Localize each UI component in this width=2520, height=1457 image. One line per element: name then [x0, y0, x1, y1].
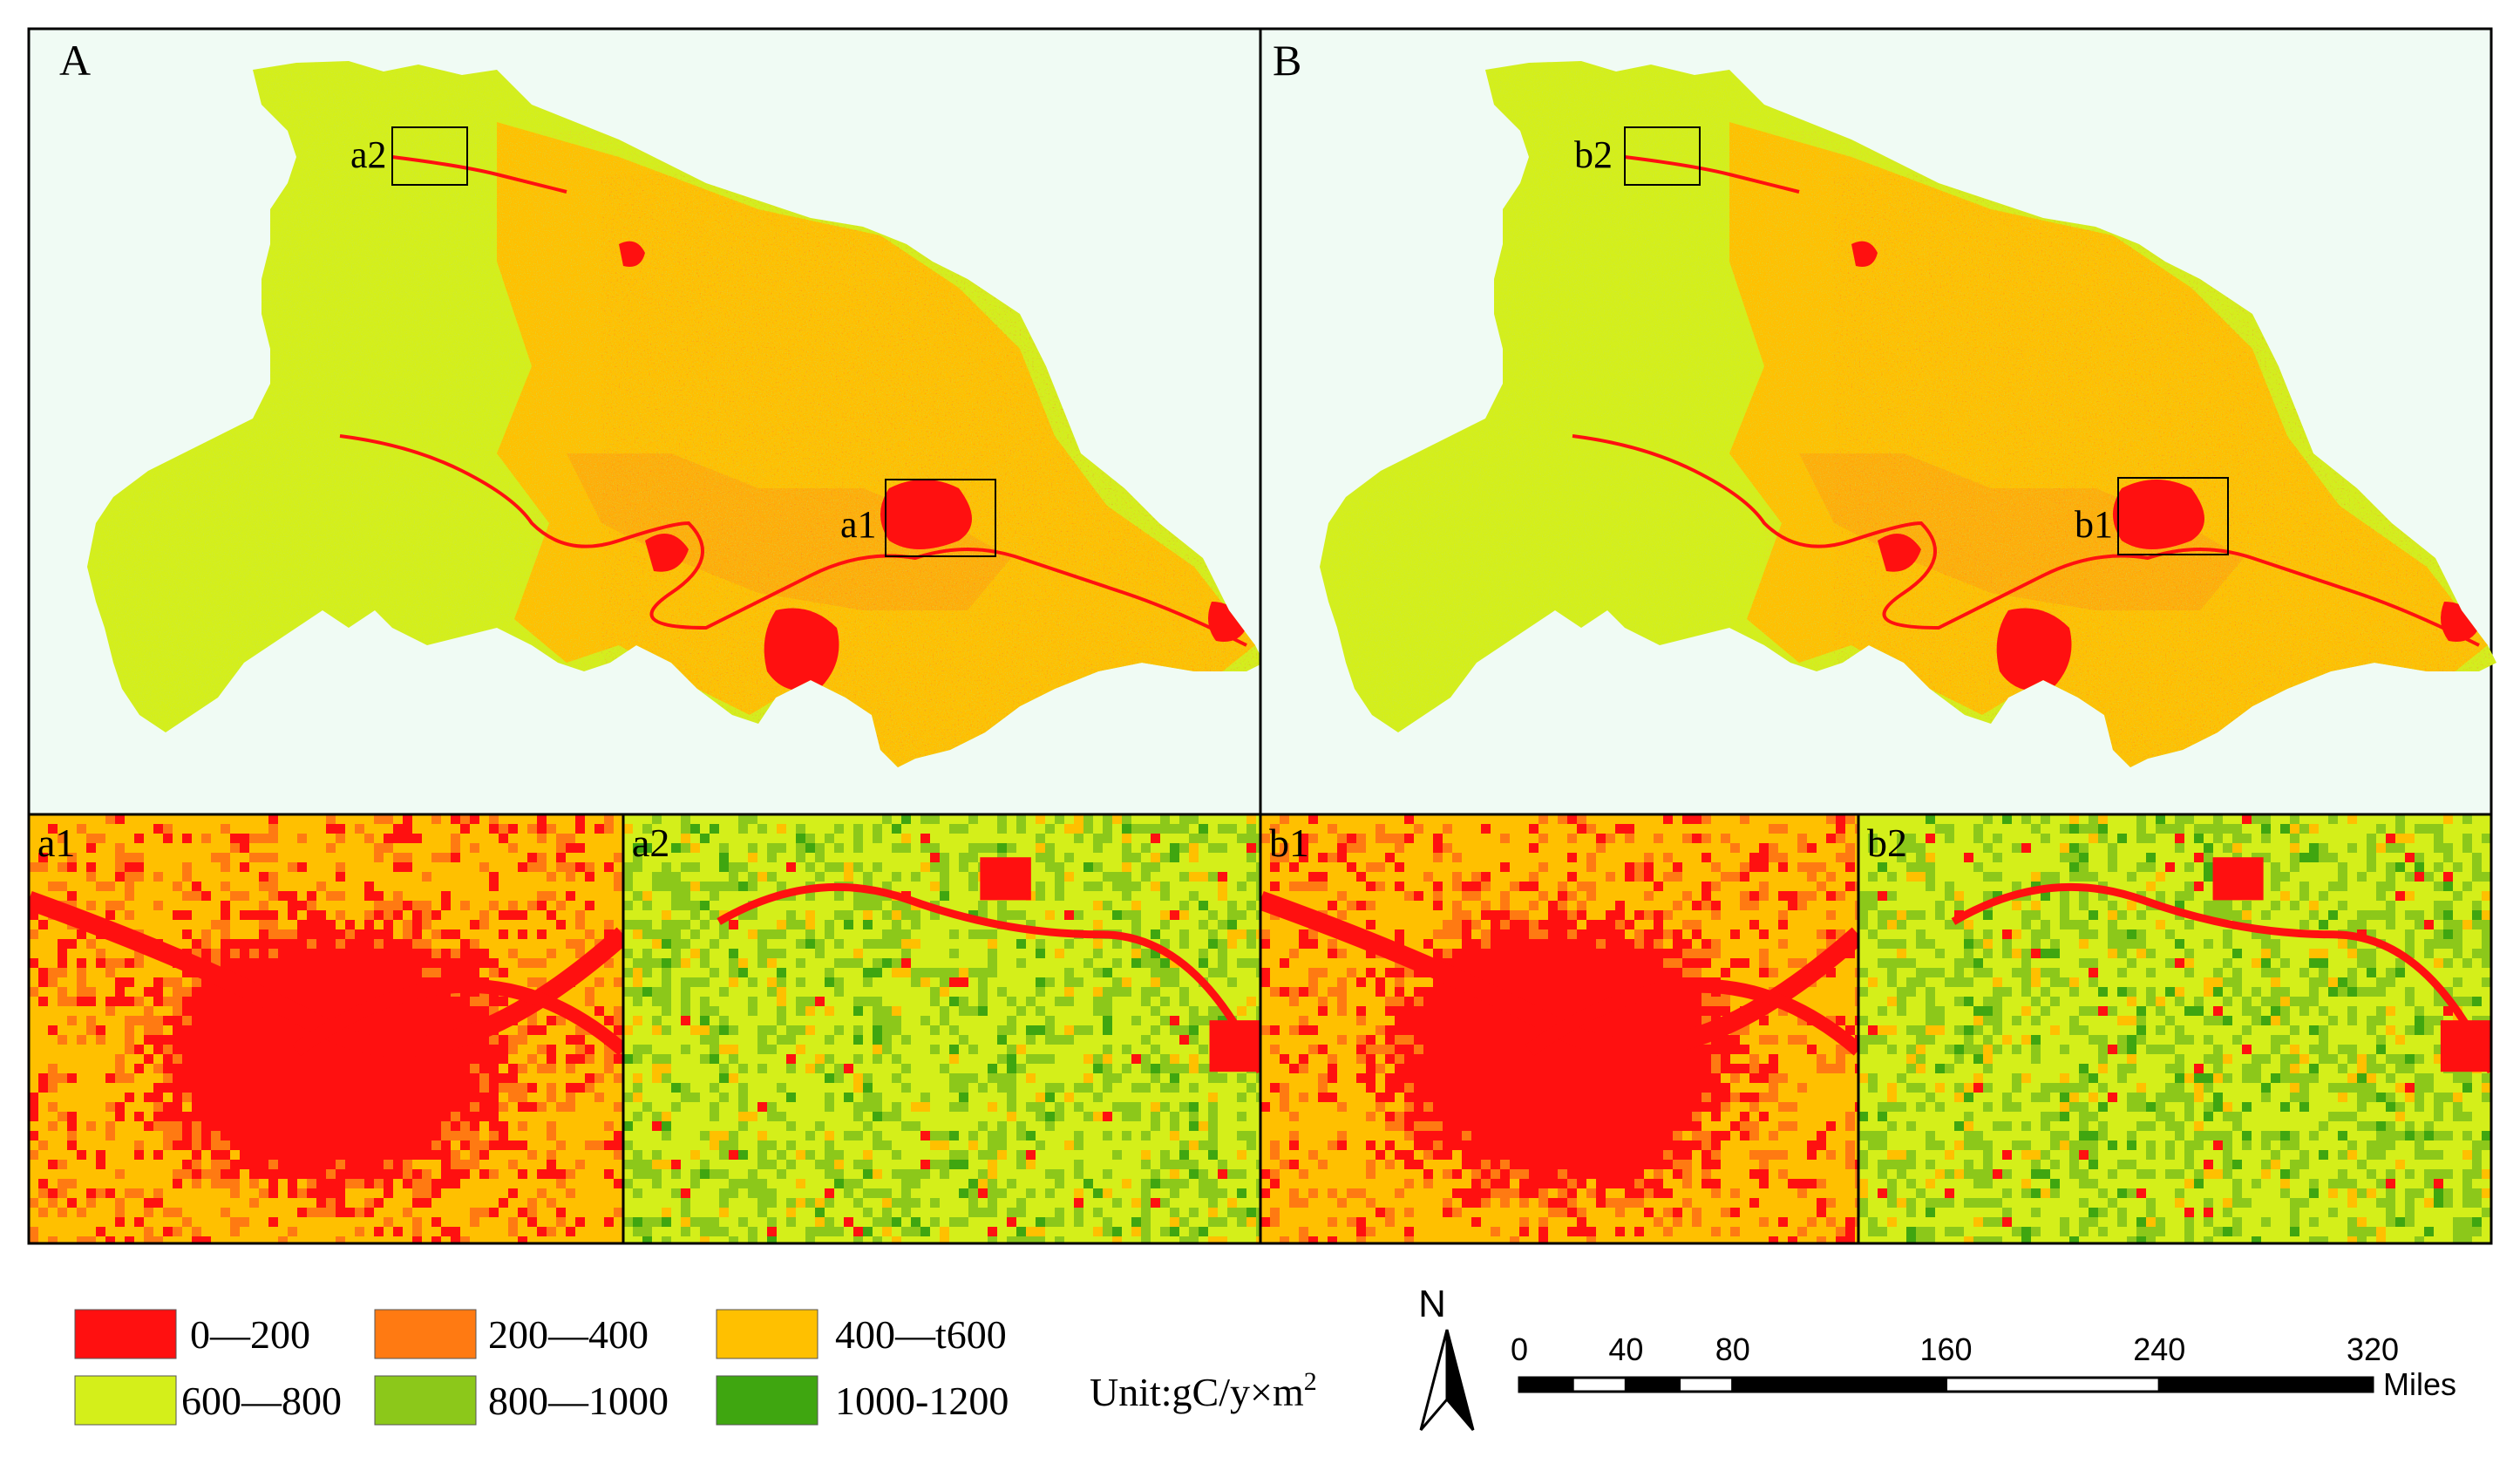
scale-tick-label: 320: [2347, 1331, 2399, 1367]
legend-swatch: [717, 1376, 818, 1425]
scale-bar-segment: [1680, 1378, 1733, 1392]
zoom-label-b2: b2: [1574, 133, 1613, 176]
legend-swatch: [375, 1376, 476, 1425]
legend-swatch: [717, 1310, 818, 1358]
inset-a1: a1: [29, 814, 623, 1246]
legend: 0—200 200—400 400—t600 600—800 800—1000 1000-…: [75, 1310, 1009, 1425]
inset-label: a1: [37, 820, 75, 865]
scale-bar-segment: [2159, 1378, 2373, 1392]
inset-b1: b1: [1260, 814, 1865, 1246]
legend-label: 0—200: [190, 1312, 310, 1357]
north-label: N: [1418, 1283, 1446, 1325]
legend-label: 400—t600: [835, 1312, 1007, 1357]
panel-b-label: B: [1273, 36, 1301, 85]
scale-unit-label: Miles: [2383, 1366, 2456, 1402]
unit-label: Unit:gC/y×m2: [1090, 1367, 1317, 1414]
scale-bar-segment: [1626, 1378, 1679, 1392]
inset-a2: a2: [623, 814, 1266, 1246]
scale-tick-label: 40: [1608, 1331, 1643, 1367]
scale-bar-segment: [1946, 1378, 2160, 1392]
panel-a-label: A: [59, 36, 91, 85]
scale-bar-segment: [1519, 1378, 1572, 1392]
zoom-insets: a1 a2 b1 b2: [29, 814, 2491, 1246]
zoom-label-a1: a1: [840, 503, 877, 546]
scale-tick-label: 0: [1511, 1331, 1528, 1367]
scale-tick-label: 80: [1715, 1331, 1750, 1367]
scale-bar-segment: [1733, 1378, 1946, 1392]
legend-label: 800—1000: [488, 1379, 669, 1423]
legend-swatch: [375, 1310, 476, 1358]
zoom-label-a2: a2: [350, 133, 387, 176]
legend-label: 200—400: [488, 1312, 649, 1357]
legend-label: 600—800: [181, 1379, 342, 1423]
zoom-label-b1: b1: [2075, 503, 2113, 546]
panel-b: B b2 b1: [1241, 0, 2514, 814]
scale-bar-segment: [1572, 1378, 1626, 1392]
legend-label: 1000-1200: [835, 1379, 1009, 1423]
north-arrow-icon: N: [1418, 1283, 1473, 1430]
inset-label: a2: [632, 820, 669, 865]
inset-b2: b2: [1858, 814, 2491, 1246]
panel-a: A a2 a1: [9, 0, 1281, 814]
scale-tick-label: 240: [2133, 1331, 2185, 1367]
scale-tick-label: 160: [1919, 1331, 1972, 1367]
legend-swatch: [75, 1310, 176, 1358]
legend-swatch: [75, 1376, 176, 1425]
inset-label: b1: [1269, 820, 1309, 865]
inset-label: b2: [1867, 820, 1907, 865]
